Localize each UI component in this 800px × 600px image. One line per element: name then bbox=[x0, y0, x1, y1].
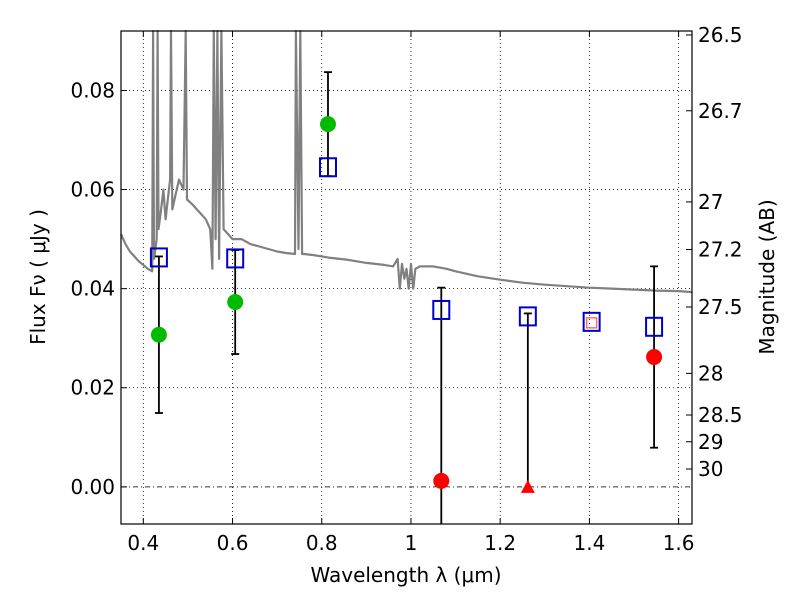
model-photometry-marker bbox=[149, 247, 168, 268]
model-photometry-marker bbox=[582, 311, 601, 332]
y-axis-ticks: 0.00 0.02 0.04 0.06 0.08 bbox=[70, 78, 127, 499]
y-tick-label: 0.04 bbox=[70, 277, 115, 301]
data-markers bbox=[149, 116, 664, 493]
right-tick-label: 27 bbox=[698, 190, 723, 214]
x-tick-label: 0.6 bbox=[217, 531, 249, 555]
model-photometry-marker bbox=[645, 316, 664, 337]
data-point bbox=[319, 116, 336, 133]
y-tick-label: 0.06 bbox=[70, 178, 115, 202]
model-photometry-inner-marker bbox=[585, 317, 598, 329]
right-tick-label: 26.5 bbox=[698, 23, 743, 47]
model-photometry-marker bbox=[432, 299, 451, 320]
data-point bbox=[227, 294, 244, 311]
model-photometry-marker bbox=[226, 248, 245, 269]
model-photometry-marker bbox=[518, 306, 537, 327]
data-point bbox=[646, 349, 663, 366]
right-tick-label: 26.7 bbox=[698, 99, 743, 123]
data-point bbox=[433, 472, 450, 489]
right-tick-label: 27.2 bbox=[698, 238, 743, 262]
plot-frame bbox=[120, 30, 693, 525]
model-spectrum-line bbox=[119, 29, 693, 294]
y-tick-label: 0.00 bbox=[70, 475, 115, 499]
y-tick-label: 0.08 bbox=[70, 78, 115, 102]
y-tick-label: 0.02 bbox=[70, 376, 115, 400]
x-axis-ticks: 0.4 0.6 0.8 1 1.2 1.4 1.6 bbox=[127, 31, 695, 555]
x-tick-label: 0.4 bbox=[127, 531, 159, 555]
x-tick-label: 1.2 bbox=[484, 531, 516, 555]
right-tick-label: 30 bbox=[698, 457, 723, 481]
upper-limit-marker bbox=[520, 479, 535, 493]
model-photometry-marker bbox=[318, 157, 337, 178]
x-tick-label: 0.8 bbox=[306, 531, 338, 555]
x-tick-label: 1.4 bbox=[573, 531, 605, 555]
x-axis-label: Wavelength λ (μm) bbox=[310, 563, 501, 587]
right-tick-label: 27.5 bbox=[698, 295, 743, 319]
right-tick-label: 28 bbox=[698, 361, 723, 385]
right-axis-label: Magnitude (AB) bbox=[755, 199, 779, 354]
x-tick-label: 1 bbox=[405, 531, 418, 555]
right-tick-label: 28.5 bbox=[698, 403, 743, 427]
right-axis-ticks: 26.5 26.7 27 27.2 27.5 28 28.5 29 30 bbox=[686, 23, 743, 481]
data-point bbox=[150, 326, 167, 343]
y-axis-label: Flux Fν ( μJy ) bbox=[26, 209, 50, 345]
model-spectrum bbox=[119, 29, 693, 294]
x-tick-label: 1.6 bbox=[663, 531, 695, 555]
right-tick-label: 29 bbox=[698, 430, 723, 454]
